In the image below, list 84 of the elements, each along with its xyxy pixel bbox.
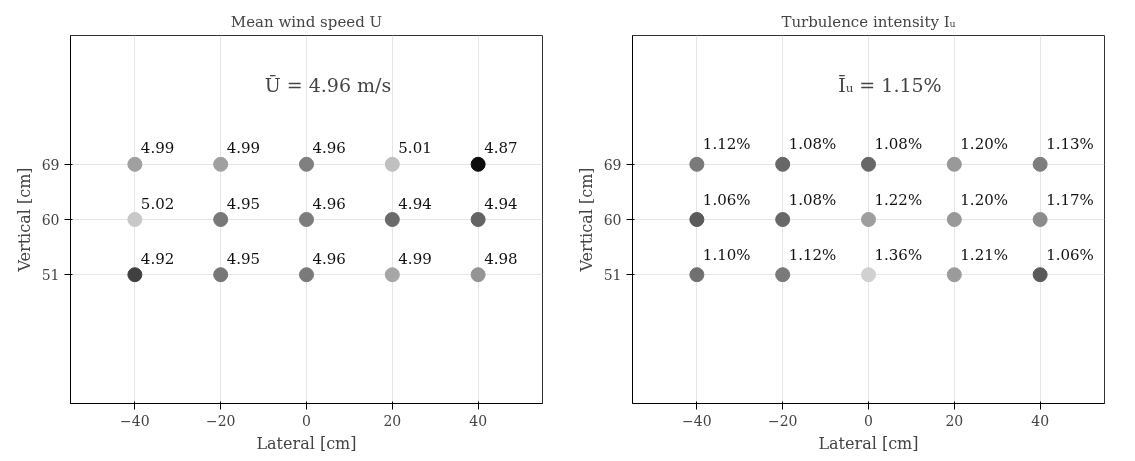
annotation: 4.96 — [312, 139, 346, 158]
point — [946, 156, 962, 172]
y-tick-label: 69 — [41, 156, 60, 173]
chart-title: Mean wind speed U — [230, 12, 383, 31]
point — [1032, 212, 1048, 227]
point — [775, 156, 791, 172]
y-tick-label: 60 — [603, 212, 622, 228]
point — [384, 156, 400, 172]
annotation: 4.94 — [484, 194, 518, 213]
annotation: 1.20% — [960, 190, 1008, 209]
annotation: 1.22% — [874, 190, 923, 209]
point — [861, 156, 876, 172]
annotation: 1.13% — [1046, 135, 1094, 154]
point — [689, 267, 705, 283]
point — [1032, 156, 1048, 172]
x-tick-label: −20 — [767, 412, 798, 429]
point — [470, 267, 486, 283]
x-tick-label: 20 — [383, 412, 402, 429]
x-tick-label: 0 — [302, 412, 311, 429]
annotation: 1.06% — [702, 190, 751, 209]
annotation: 5.02 — [140, 194, 175, 213]
annotation: 4.96 — [312, 194, 346, 213]
x-axis-title: Lateral [cm] — [256, 433, 357, 453]
point — [299, 156, 314, 172]
point — [127, 212, 143, 227]
point — [384, 267, 400, 283]
point — [946, 212, 962, 227]
point — [775, 267, 791, 283]
annotation: 1.08% — [788, 135, 837, 154]
y-axis-title: Vertical [cm] — [576, 167, 596, 273]
annotation: 4.94 — [398, 194, 432, 213]
x-axis-title: Lateral [cm] — [818, 433, 919, 453]
point — [689, 212, 705, 227]
annotation: 1.12% — [788, 245, 837, 264]
x-tick-label: 40 — [1031, 412, 1050, 429]
annotation: 1.12% — [702, 135, 751, 154]
annotation: 1.21% — [960, 245, 1008, 264]
annotation: 4.95 — [226, 194, 261, 213]
y-tick-label: 60 — [41, 212, 60, 228]
annotation: 1.17% — [1046, 190, 1094, 209]
annotation: 4.96 — [312, 249, 346, 268]
annotation: 4.99 — [226, 139, 261, 158]
point — [384, 212, 400, 227]
annotation: 4.99 — [140, 139, 175, 158]
annotation: Īᵤ = 1.15% — [838, 73, 942, 96]
point — [861, 267, 876, 283]
point — [861, 212, 876, 227]
annotation: 1.10% — [702, 245, 751, 264]
annotation: 4.99 — [398, 249, 432, 268]
annotation: 1.08% — [874, 135, 923, 154]
point — [127, 267, 143, 283]
point — [1032, 267, 1048, 283]
point — [946, 267, 962, 283]
annotation: 5.01 — [398, 139, 432, 158]
y-tick-label: 51 — [41, 267, 60, 284]
point — [213, 267, 229, 283]
point — [470, 156, 486, 172]
annotation: 1.08% — [788, 190, 837, 209]
x-tick-label: −20 — [205, 412, 236, 429]
y-tick-label: 69 — [603, 156, 622, 173]
point — [775, 212, 791, 227]
x-tick-label: −40 — [682, 412, 712, 429]
point — [470, 212, 486, 227]
annotation: Ū = 4.96 m/s — [264, 73, 392, 96]
point — [213, 156, 229, 172]
y-axis-title: Vertical [cm] — [14, 167, 34, 273]
annotation: 1.36% — [874, 245, 923, 264]
annotation: 4.87 — [484, 139, 518, 158]
annotation: 1.20% — [960, 135, 1008, 154]
point — [213, 212, 229, 227]
annotation: 4.92 — [140, 249, 175, 268]
annotation: 4.95 — [226, 249, 261, 268]
point — [299, 212, 314, 227]
y-tick-label: 51 — [603, 267, 622, 284]
point — [689, 156, 705, 172]
annotation: 4.98 — [484, 249, 518, 268]
x-tick-label: −40 — [120, 412, 150, 429]
annotation: 1.06% — [1046, 245, 1094, 264]
chart-title: Turbulence intensity Iᵤ — [781, 12, 956, 31]
x-tick-label: 0 — [864, 412, 873, 429]
point — [299, 267, 314, 283]
point — [127, 156, 143, 172]
x-tick-label: 40 — [469, 412, 488, 429]
x-tick-label: 20 — [945, 412, 964, 429]
